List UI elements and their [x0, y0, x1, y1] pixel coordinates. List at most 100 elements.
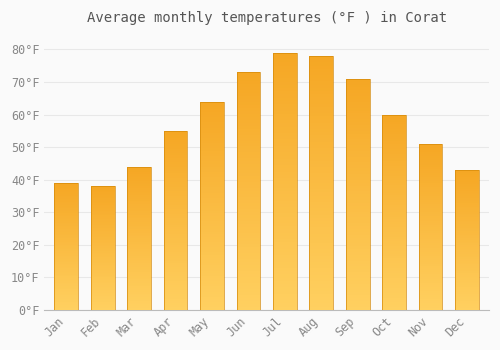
Bar: [164, 200, 188, 202]
Bar: [164, 191, 188, 194]
Bar: [128, 301, 151, 302]
Bar: [419, 297, 442, 299]
Bar: [382, 307, 406, 310]
Bar: [273, 59, 296, 62]
Bar: [164, 205, 188, 207]
Bar: [273, 62, 296, 65]
Bar: [455, 241, 479, 243]
Bar: [273, 159, 296, 162]
Bar: [455, 294, 479, 296]
Bar: [54, 183, 78, 310]
Bar: [128, 306, 151, 308]
Bar: [236, 120, 260, 123]
Bar: [382, 188, 406, 190]
Bar: [164, 196, 188, 198]
Bar: [310, 145, 333, 148]
Bar: [236, 182, 260, 185]
Bar: [346, 116, 370, 119]
Bar: [91, 225, 114, 226]
Bar: [310, 104, 333, 107]
Bar: [310, 161, 333, 164]
Bar: [54, 223, 78, 224]
Bar: [164, 305, 188, 308]
Bar: [346, 215, 370, 217]
Bar: [236, 203, 260, 206]
Bar: [128, 260, 151, 261]
Bar: [91, 308, 114, 310]
Bar: [54, 224, 78, 226]
Bar: [382, 149, 406, 151]
Bar: [419, 272, 442, 274]
Bar: [236, 90, 260, 93]
Bar: [236, 280, 260, 283]
Bar: [419, 301, 442, 303]
Bar: [236, 218, 260, 220]
Bar: [91, 245, 114, 246]
Bar: [164, 164, 188, 167]
Bar: [419, 306, 442, 308]
Bar: [455, 256, 479, 257]
Bar: [310, 100, 333, 104]
Bar: [54, 235, 78, 237]
Bar: [273, 229, 296, 233]
Bar: [91, 240, 114, 242]
Bar: [346, 79, 370, 82]
Bar: [310, 180, 333, 183]
Bar: [236, 215, 260, 218]
Bar: [128, 186, 151, 188]
Bar: [455, 261, 479, 262]
Bar: [273, 85, 296, 88]
Bar: [200, 276, 224, 279]
Bar: [346, 90, 370, 93]
Bar: [200, 130, 224, 133]
Bar: [310, 164, 333, 167]
Bar: [91, 284, 114, 285]
Bar: [419, 245, 442, 247]
Bar: [91, 212, 114, 214]
Bar: [54, 184, 78, 186]
Bar: [310, 132, 333, 135]
Bar: [273, 65, 296, 69]
Bar: [382, 249, 406, 251]
Bar: [382, 205, 406, 207]
Bar: [273, 133, 296, 136]
Bar: [236, 149, 260, 152]
Bar: [200, 161, 224, 164]
Bar: [310, 129, 333, 132]
Bar: [310, 205, 333, 208]
Bar: [54, 196, 78, 197]
Bar: [382, 173, 406, 176]
Bar: [382, 180, 406, 183]
Bar: [310, 256, 333, 259]
Bar: [310, 75, 333, 78]
Bar: [200, 201, 224, 203]
Bar: [273, 130, 296, 133]
Bar: [419, 158, 442, 160]
Bar: [419, 264, 442, 266]
Bar: [91, 266, 114, 268]
Bar: [128, 234, 151, 236]
Bar: [164, 256, 188, 258]
Bar: [346, 206, 370, 209]
Bar: [455, 196, 479, 198]
Bar: [54, 287, 78, 289]
Bar: [164, 211, 188, 214]
Bar: [164, 214, 188, 216]
Bar: [236, 220, 260, 224]
Bar: [455, 245, 479, 247]
Bar: [310, 246, 333, 250]
Bar: [273, 155, 296, 159]
Bar: [236, 81, 260, 84]
Bar: [273, 104, 296, 107]
Bar: [455, 194, 479, 196]
Bar: [455, 296, 479, 298]
Bar: [419, 285, 442, 287]
Bar: [310, 59, 333, 62]
Bar: [382, 124, 406, 127]
Bar: [54, 268, 78, 270]
Bar: [455, 233, 479, 234]
Bar: [273, 162, 296, 165]
Bar: [419, 239, 442, 241]
Bar: [128, 251, 151, 252]
Bar: [128, 294, 151, 295]
